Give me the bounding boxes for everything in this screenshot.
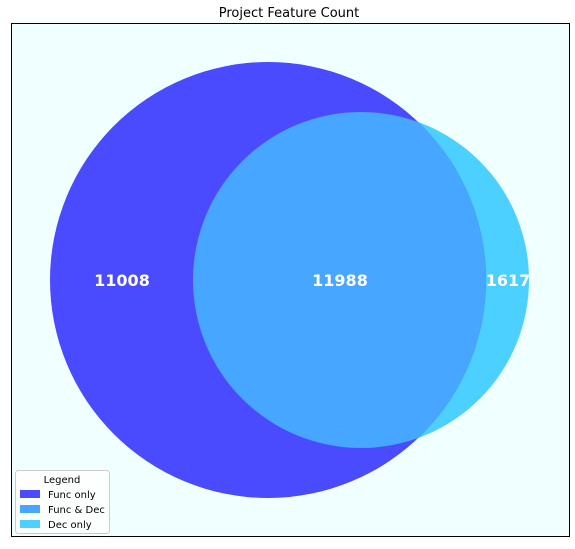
legend-swatch-func-only	[20, 490, 40, 498]
legend-swatch-dec-only	[20, 520, 40, 528]
legend-swatch-both	[20, 505, 40, 513]
region-label-func-only: 11008	[94, 271, 150, 290]
overlap-region	[193, 112, 486, 448]
legend-box	[15, 470, 110, 534]
region-label-both: 11988	[312, 271, 368, 290]
legend-label-func-only: Func only	[48, 490, 96, 501]
legend-title: Legend	[44, 475, 81, 486]
chart-title: Project Feature Count	[219, 6, 359, 21]
legend-label-both: Func & Dec	[48, 505, 105, 516]
region-label-dec-only: 1617	[486, 271, 531, 290]
legend: Legend Func only Func & Dec Dec only	[15, 470, 110, 534]
legend-label-dec-only: Dec only	[48, 520, 92, 531]
